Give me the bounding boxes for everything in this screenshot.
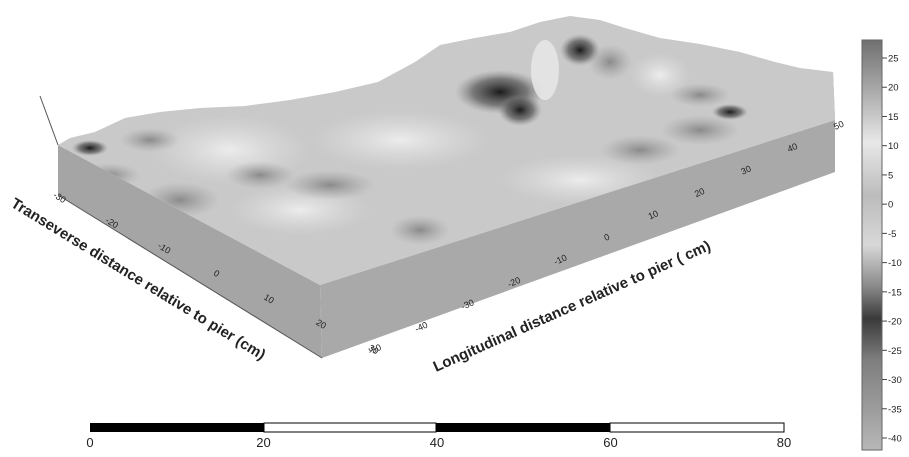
longitudinal-tick-label: 40 bbox=[786, 141, 799, 154]
vertical-axis-line bbox=[39, 95, 59, 146]
colorbar-tick-label: -25 bbox=[888, 346, 902, 357]
scale-bar-tick-label: 40 bbox=[430, 435, 444, 450]
longitudinal-ticks: -50 -40 -30 -20 -10 0 10 20 30 40 50 bbox=[367, 119, 846, 357]
longitudinal-tick-label: 20 bbox=[693, 186, 706, 199]
transverse-tick-label: 10 bbox=[262, 292, 276, 306]
colorbar-tick-label: 10 bbox=[888, 141, 899, 152]
longitudinal-tick-label: 30 bbox=[739, 163, 752, 176]
transverse-tick-label: 20 bbox=[314, 317, 328, 331]
longitudinal-tick-label: 10 bbox=[647, 208, 660, 221]
colorbar-ticks: 25 20 15 10 5 0 -5 -10 -15 -20 -25 -30 -35 -40 bbox=[882, 54, 902, 445]
colorbar-tick-label: -10 bbox=[888, 258, 902, 269]
longitudinal-tick-label: -20 bbox=[506, 275, 522, 289]
transverse-axis-line bbox=[57, 194, 323, 359]
longitudinal-tick-label: 0 bbox=[602, 232, 611, 243]
scale-bar-seg-1 bbox=[90, 423, 264, 432]
colorbar-tick-label: -35 bbox=[888, 404, 902, 415]
transverse-tick-label: 0 bbox=[212, 268, 222, 279]
colorbar-tick-label: 0 bbox=[888, 200, 893, 211]
colorbar-tick-label: -5 bbox=[888, 229, 896, 240]
scale-bar-tick-label: 60 bbox=[603, 435, 617, 450]
colorbar-tick-label: -20 bbox=[888, 317, 902, 328]
scale-bar-tick-label: 20 bbox=[256, 435, 270, 450]
longitudinal-tick-label: -10 bbox=[552, 252, 568, 266]
longitudinal-tick-label: 50 bbox=[832, 119, 845, 132]
longitudinal-tick-label: -30 bbox=[460, 297, 476, 311]
colorbar-tick-label: -15 bbox=[888, 287, 902, 298]
colorbar-tick-label: 20 bbox=[888, 83, 899, 94]
scale-bar-seg-3 bbox=[436, 423, 610, 432]
scale-bar-tick-label: 0 bbox=[86, 435, 93, 450]
longitudinal-tick-label: -40 bbox=[413, 320, 429, 334]
colorbar-tick-label: 15 bbox=[888, 112, 899, 123]
transverse-tick-label: 30 bbox=[367, 343, 381, 357]
scale-bar-tick-label: 80 bbox=[777, 435, 791, 450]
scale-bar-ticks: 0 20 40 60 80 bbox=[86, 435, 791, 450]
longitudinal-tick-label: -50 bbox=[367, 342, 383, 356]
block-side-face bbox=[320, 120, 835, 358]
colorbar-tick-label: 5 bbox=[888, 170, 893, 181]
colorbar-tick-label: -40 bbox=[888, 434, 902, 445]
scale-bar-seg-2 bbox=[263, 422, 437, 433]
block-front-face bbox=[58, 145, 322, 358]
colorbar-tick-label: -30 bbox=[888, 375, 902, 386]
scale-bar-seg-4 bbox=[609, 422, 785, 433]
colorbar bbox=[861, 39, 883, 451]
scale-bar bbox=[90, 422, 785, 433]
colorbar-tick-label: 25 bbox=[888, 54, 899, 65]
